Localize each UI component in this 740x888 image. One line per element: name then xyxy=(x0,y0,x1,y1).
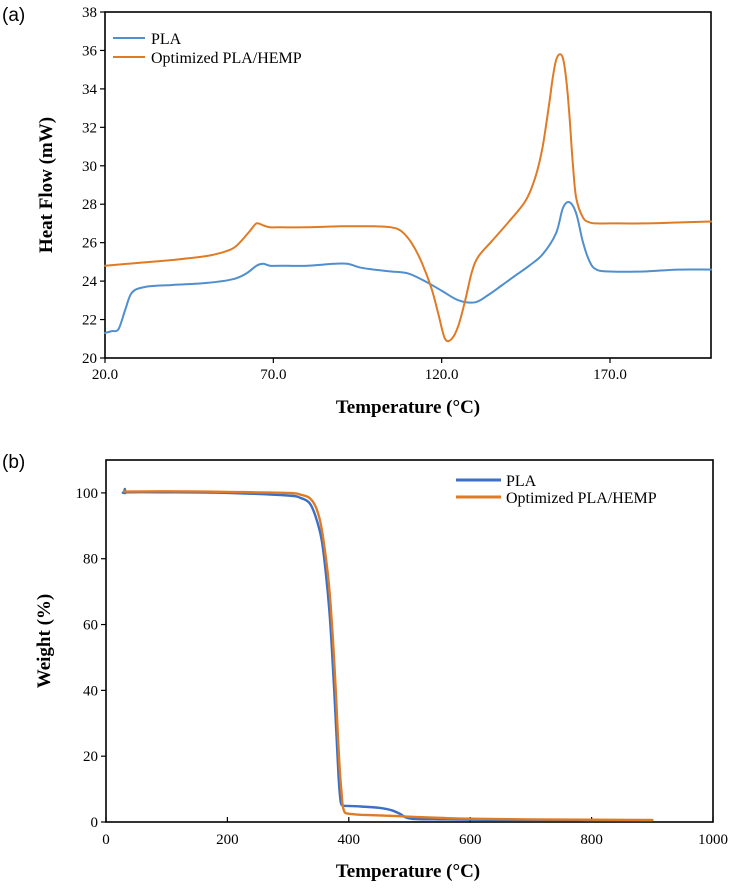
panel-b-plot-frame xyxy=(105,459,714,823)
y-tick-label: 28 xyxy=(82,197,97,213)
panel-b-ticks: 0 200 400 600 800 1000 0 20 40 60 80 100 xyxy=(76,486,729,848)
y-tick-label: 100 xyxy=(76,486,99,502)
panel-a-y-axis-title: Heat Flow (mW) xyxy=(36,117,57,253)
y-tick-label: 40 xyxy=(83,683,98,699)
panel-b-label: (b) xyxy=(2,452,25,473)
panel-a-plot-frame xyxy=(104,11,712,359)
y-tick-label: 60 xyxy=(83,618,98,634)
y-tick-label: 24 xyxy=(82,274,98,290)
x-tick-label: 400 xyxy=(338,832,361,848)
y-tick-label: 20 xyxy=(83,749,98,765)
panel-a: (a) 20.0 70.0 120.0 170.0 20 22 24 26 28 30 32 34 36… xyxy=(2,5,712,418)
x-tick-label: 600 xyxy=(459,832,482,848)
panel-a-legend: PLA Optimized PLA/HEMP xyxy=(113,31,302,67)
series-line-optimized-pla-hemp xyxy=(123,490,654,822)
panel-b-y-axis-title: Weight (%) xyxy=(34,594,55,688)
legend-label-optimized-pla-hemp: Optimized PLA/HEMP xyxy=(151,50,302,67)
y-tick-label: 22 xyxy=(82,313,97,329)
x-tick-label: 20.0 xyxy=(92,367,118,383)
panel-b-legend: PLA Optimized PLA/HEMP xyxy=(456,473,657,507)
legend-label-optimized-pla-hemp: Optimized PLA/HEMP xyxy=(506,490,657,507)
x-tick-label: 120.0 xyxy=(425,367,459,383)
x-tick-label: 0 xyxy=(102,832,110,848)
y-tick-label: 32 xyxy=(82,120,97,136)
legend-label-pla: PLA xyxy=(506,473,537,490)
legend-label-pla: PLA xyxy=(151,31,182,48)
y-tick-label: 34 xyxy=(82,82,98,98)
x-tick-label: 70.0 xyxy=(260,367,286,383)
x-tick-label: 170.0 xyxy=(593,367,627,383)
panel-b: (b) 0 200 400 600 800 1000 0 20 40 60 80 100 PLA Op… xyxy=(2,452,728,882)
x-tick-label: 800 xyxy=(580,832,603,848)
panel-b-x-axis-title: Temperature (°C) xyxy=(336,861,480,882)
y-tick-label: 20 xyxy=(82,351,97,367)
panel-a-ticks: 20.0 70.0 120.0 170.0 20 22 24 26 28 30 32 34 36 38 xyxy=(82,5,627,383)
series-line-optimized-pla-hemp xyxy=(104,53,712,343)
y-tick-label: 80 xyxy=(83,552,98,568)
y-tick-label: 36 xyxy=(82,43,98,59)
series-line-pla xyxy=(121,487,654,822)
panel-a-x-axis-title: Temperature (°C) xyxy=(336,397,480,418)
y-tick-label: 26 xyxy=(82,236,98,252)
y-tick-label: 38 xyxy=(82,5,97,21)
y-tick-label: 30 xyxy=(82,159,97,175)
panel-a-series xyxy=(104,53,712,343)
x-tick-label: 200 xyxy=(216,832,239,848)
panel-b-series xyxy=(121,487,654,822)
y-tick-label: 0 xyxy=(91,815,99,831)
panel-a-label: (a) xyxy=(2,5,25,26)
series-line-pla xyxy=(104,201,712,334)
x-tick-label: 1000 xyxy=(698,832,728,848)
